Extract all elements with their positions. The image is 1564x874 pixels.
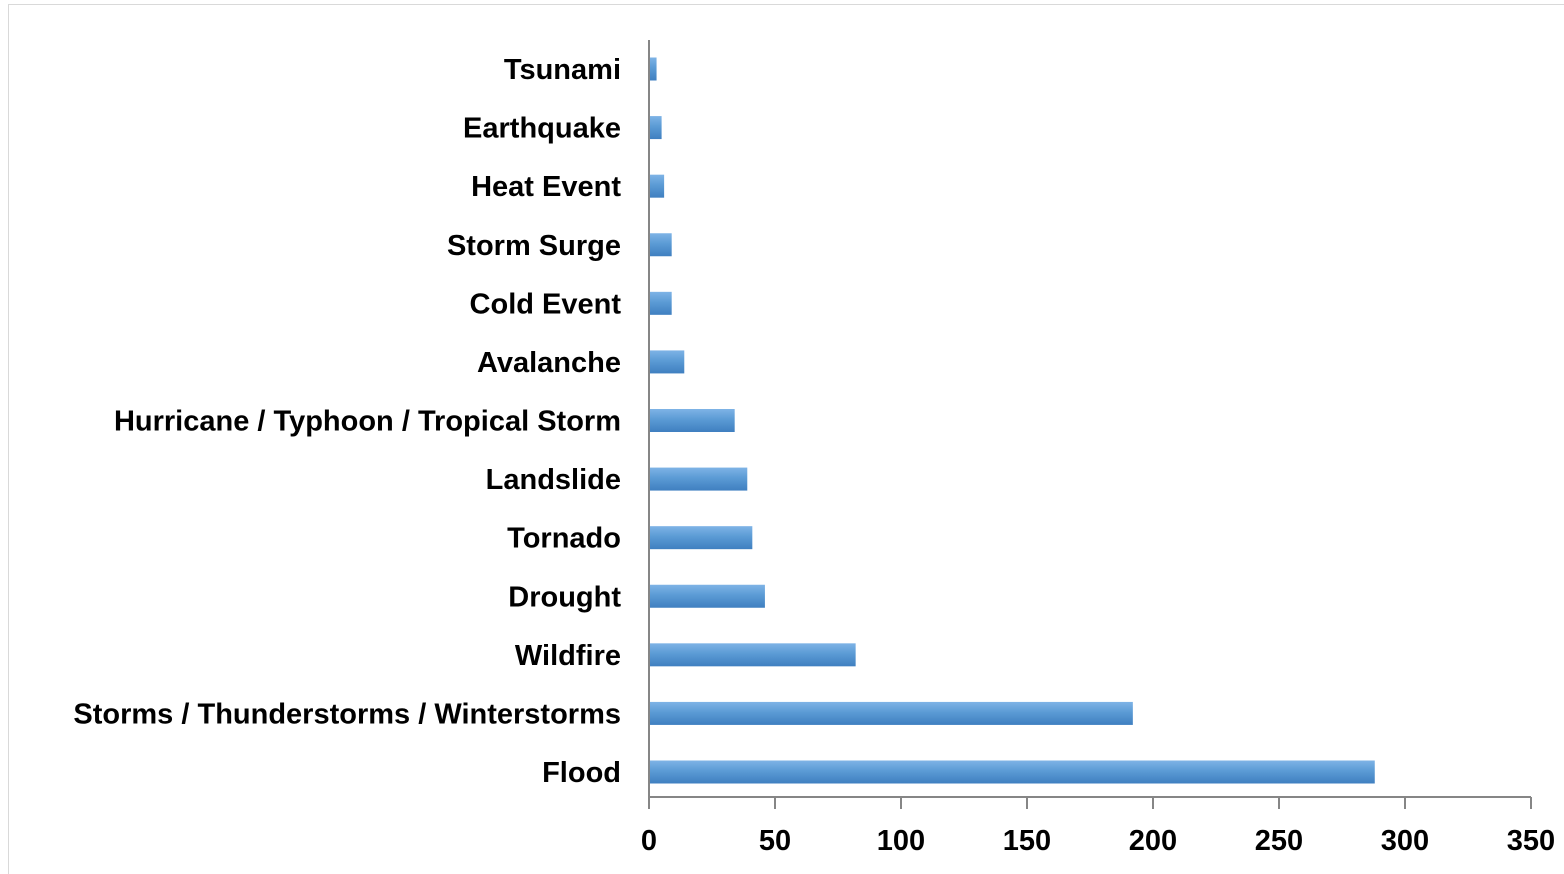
- bar-flood: [650, 760, 1375, 784]
- x-tick-label: 200: [1129, 825, 1177, 857]
- x-tick-label: 150: [1003, 825, 1051, 857]
- category-label: Wildfire: [515, 640, 621, 672]
- category-label: Earthquake: [463, 113, 621, 145]
- bars-layer: [650, 57, 1375, 784]
- category-label: Tsunami: [504, 54, 621, 86]
- x-tick-label: 100: [877, 825, 925, 857]
- axes: [648, 40, 1532, 809]
- bar-avalanche: [650, 350, 685, 374]
- x-tick-label: 50: [759, 825, 791, 857]
- category-label: Cold Event: [470, 288, 622, 320]
- bar-drought: [650, 584, 765, 608]
- x-tick-label: 300: [1381, 825, 1429, 857]
- category-label: Flood: [542, 757, 621, 789]
- category-label: Hurricane / Typhoon / Tropical Storm: [114, 406, 621, 438]
- bar-hurricane-typhoon-tropical-storm: [650, 409, 735, 432]
- category-label: Drought: [508, 581, 621, 613]
- bar-heat-event: [650, 174, 665, 198]
- bar-wildfire: [650, 643, 856, 667]
- bar-landslide: [650, 467, 748, 491]
- x-tick-label: 0: [641, 825, 657, 857]
- category-label: Heat Event: [471, 171, 621, 203]
- category-label: Storms / Thunderstorms / Winterstorms: [73, 698, 621, 730]
- category-label: Landslide: [486, 464, 621, 496]
- x-tick-label: 250: [1255, 825, 1303, 857]
- bar-storm-surge: [650, 233, 672, 257]
- bar-tsunami: [650, 57, 657, 81]
- category-label: Tornado: [507, 523, 621, 555]
- x-tick-label: 350: [1507, 825, 1555, 857]
- category-label: Avalanche: [477, 347, 621, 379]
- x-tick-labels: 0 50 100 150 200 250 300 350: [641, 825, 1555, 857]
- bar-storms-thunderstorms-winterstorms: [650, 701, 1133, 725]
- bar-cold-event: [650, 291, 672, 315]
- bar-tornado: [650, 526, 753, 550]
- chart-frame: [8, 4, 1564, 874]
- category-label: Storm Surge: [447, 230, 621, 262]
- category-labels: Tsunami Earthquake Heat Event Storm Surge Co…: [73, 54, 621, 789]
- bar-earthquake: [650, 116, 662, 140]
